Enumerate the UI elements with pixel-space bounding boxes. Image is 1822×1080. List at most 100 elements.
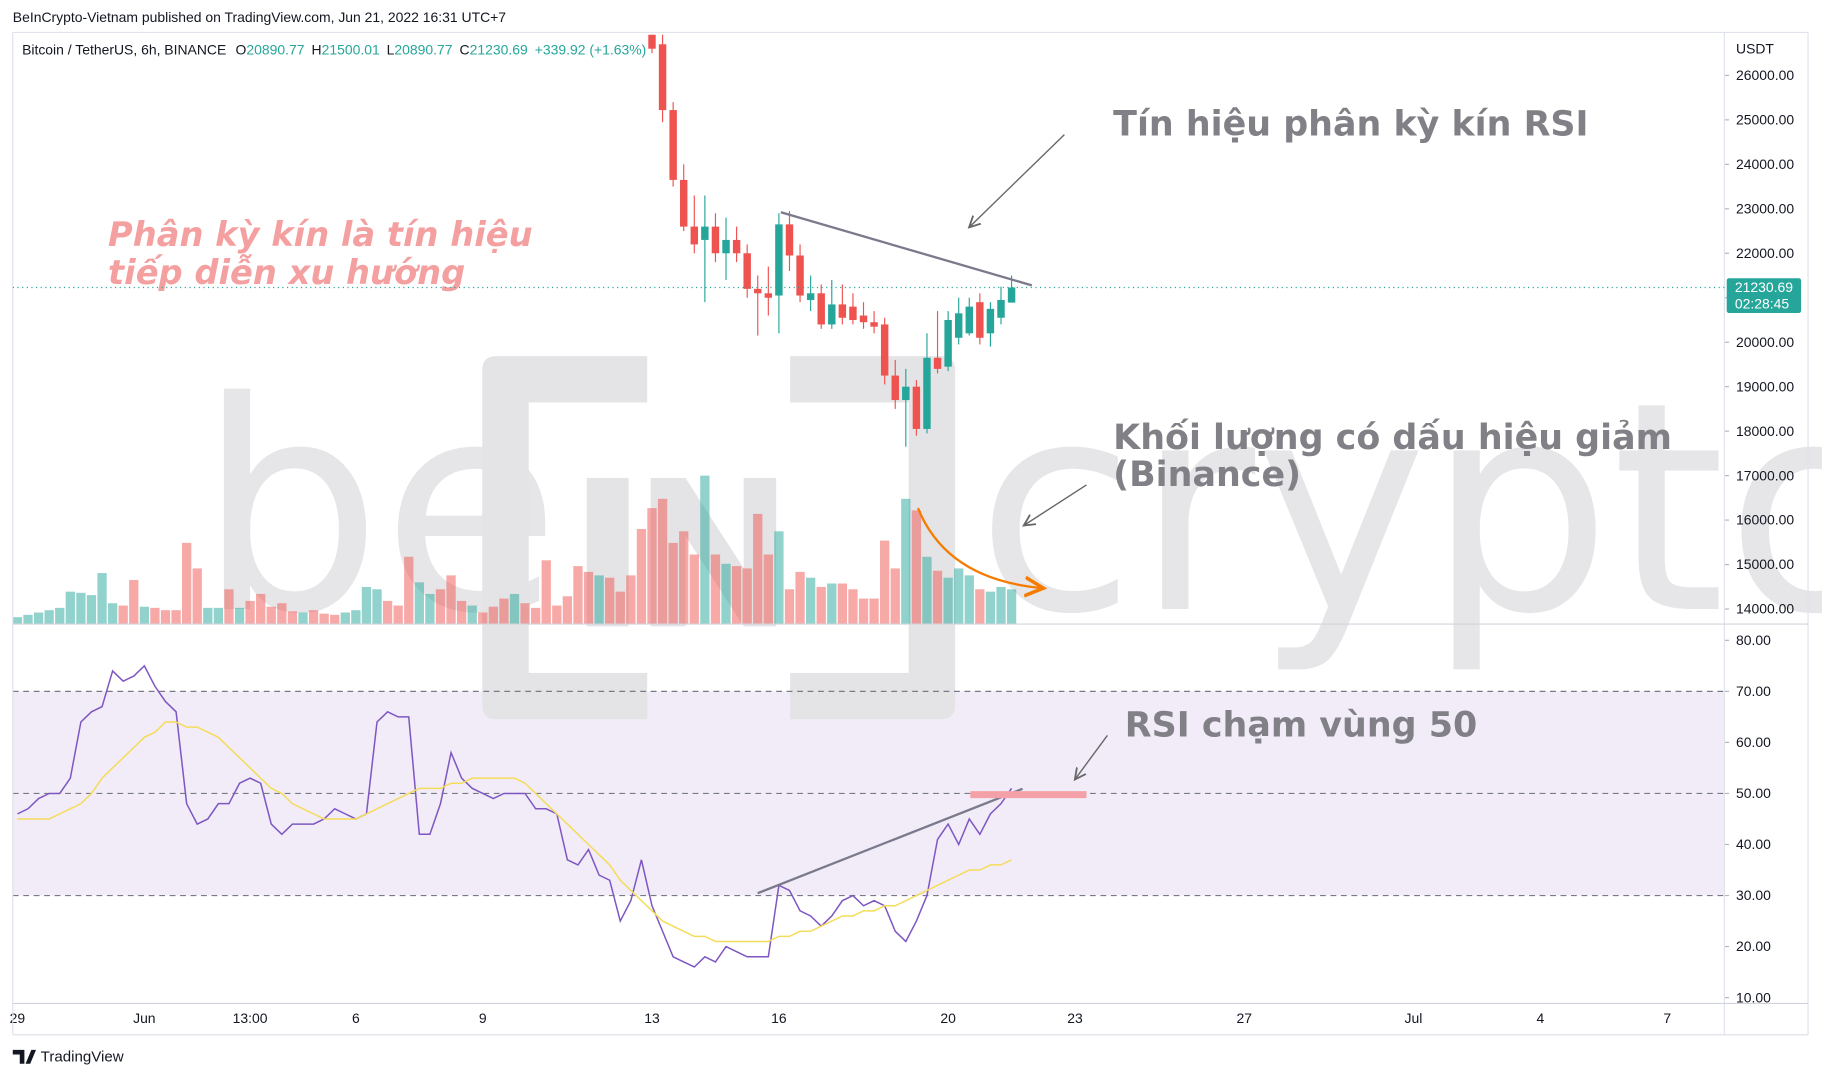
highlight bbox=[970, 791, 1087, 799]
volume-bar bbox=[298, 612, 308, 625]
volume-bar bbox=[605, 577, 615, 625]
arrow bbox=[969, 134, 1065, 228]
ohlc-key: L bbox=[387, 42, 395, 58]
candle-body bbox=[923, 357, 931, 429]
candle-body bbox=[796, 255, 804, 296]
candle-body bbox=[965, 306, 973, 334]
y-tick-label: 30.00 bbox=[1736, 887, 1771, 903]
candle-body bbox=[648, 34, 656, 49]
volume-bar bbox=[425, 593, 435, 625]
candle-body bbox=[1007, 287, 1016, 303]
candle-body bbox=[859, 315, 868, 323]
volume-bar bbox=[182, 542, 192, 625]
volume-bar bbox=[33, 612, 44, 625]
y-tick-label: 60.00 bbox=[1736, 734, 1771, 750]
volume-bar bbox=[97, 573, 107, 625]
volume-bar bbox=[107, 603, 118, 625]
volume-bar bbox=[763, 554, 773, 625]
volume-bar bbox=[86, 595, 97, 625]
symbol-legend: Bitcoin / TetherUS, 6h, BINANCE O20890.77… bbox=[22, 42, 646, 58]
volume-bar bbox=[890, 568, 900, 625]
volume-bar bbox=[499, 598, 509, 625]
candle-body bbox=[954, 313, 963, 338]
volume-bar bbox=[805, 577, 816, 625]
volume-bar bbox=[795, 571, 805, 625]
y-tick-label: 70.00 bbox=[1736, 683, 1771, 699]
candle-body bbox=[944, 319, 952, 367]
y-tick-label: 20.00 bbox=[1736, 938, 1771, 954]
y-tick-label: 14000.00 bbox=[1736, 601, 1794, 617]
volume-bar bbox=[55, 607, 65, 625]
last-price: 21230.69 bbox=[1735, 279, 1793, 295]
y-tick-label: 16000.00 bbox=[1736, 512, 1794, 528]
x-tick-label: 7 bbox=[1663, 1010, 1671, 1026]
y-tick-label: 15000.00 bbox=[1736, 556, 1794, 572]
y-tick-label: 20000.00 bbox=[1736, 334, 1794, 350]
volume-bar bbox=[668, 542, 678, 625]
candle-body bbox=[701, 226, 709, 240]
last-price-box bbox=[1726, 278, 1802, 314]
volume-bar bbox=[23, 614, 33, 625]
volume-bar bbox=[679, 531, 689, 625]
volume-bar bbox=[922, 556, 932, 625]
candle-body bbox=[680, 179, 688, 227]
volume-bar bbox=[203, 607, 213, 625]
x-tick-label: 29 bbox=[10, 1010, 26, 1026]
logo bbox=[12, 1049, 37, 1064]
ohlc-key: O bbox=[236, 42, 247, 58]
x-tick-label: 20 bbox=[940, 1010, 956, 1026]
volume-bar bbox=[531, 607, 541, 625]
y-tick-label: 50.00 bbox=[1736, 785, 1771, 801]
candle-body bbox=[933, 357, 942, 369]
volume-bar bbox=[139, 606, 149, 625]
volume-bar bbox=[76, 592, 86, 625]
volume-bar bbox=[266, 606, 276, 625]
rsi-pane bbox=[12, 664, 1725, 968]
candle-body bbox=[891, 375, 899, 401]
volume-bar bbox=[848, 589, 858, 625]
volume-bar bbox=[44, 610, 54, 625]
y-tick-label: 26000.00 bbox=[1736, 67, 1794, 83]
annotation: (Binance) bbox=[1113, 455, 1301, 495]
annotation: Khối lượng có dấu hiệu giảm bbox=[1113, 418, 1672, 458]
volume-bar bbox=[626, 575, 636, 625]
watermark-bracket bbox=[482, 356, 648, 720]
candle-body bbox=[743, 253, 751, 289]
x-tick-label: Jul bbox=[1405, 1010, 1423, 1026]
annotation: Tín hiệu phân kỳ kín RSI bbox=[1113, 105, 1588, 145]
volume-bar bbox=[858, 598, 869, 625]
volume-bar bbox=[954, 568, 964, 625]
volume-bar bbox=[657, 498, 668, 625]
ohlc-value: 21500.01 bbox=[322, 42, 380, 58]
volume-bar bbox=[224, 589, 234, 625]
volume-bar bbox=[404, 556, 414, 625]
candle-body bbox=[986, 308, 995, 334]
volume-bar bbox=[710, 554, 721, 625]
volume-bar bbox=[964, 575, 974, 625]
y-tick-label: 23000.00 bbox=[1736, 200, 1794, 216]
volume-bar bbox=[150, 607, 160, 625]
volume-bar bbox=[256, 593, 266, 625]
x-tick-label: 13 bbox=[644, 1010, 660, 1026]
volume-bar bbox=[361, 586, 372, 625]
volume-bar bbox=[287, 611, 298, 625]
y-tick-label: 40.00 bbox=[1736, 836, 1771, 852]
symbol: Bitcoin / TetherUS, 6h, BINANCE bbox=[22, 42, 226, 58]
volume-bar bbox=[932, 570, 943, 625]
candle-body bbox=[722, 239, 730, 254]
trendline bbox=[757, 787, 1023, 895]
volume-bar bbox=[837, 583, 848, 625]
candle-body bbox=[849, 306, 857, 320]
x-tick-label: 6 bbox=[352, 1010, 360, 1026]
x-tick-label: 16 bbox=[771, 1010, 787, 1026]
volume-bar bbox=[308, 610, 319, 625]
x-tick-label: 13:00 bbox=[233, 1010, 268, 1026]
arrow bbox=[1024, 484, 1087, 526]
volume-bar bbox=[615, 591, 625, 625]
volume-bar bbox=[996, 586, 1006, 625]
volume-bar bbox=[478, 612, 488, 625]
candle-body bbox=[775, 224, 783, 296]
volume-bar bbox=[213, 607, 224, 625]
watermark-text: crypto bbox=[976, 341, 1822, 678]
